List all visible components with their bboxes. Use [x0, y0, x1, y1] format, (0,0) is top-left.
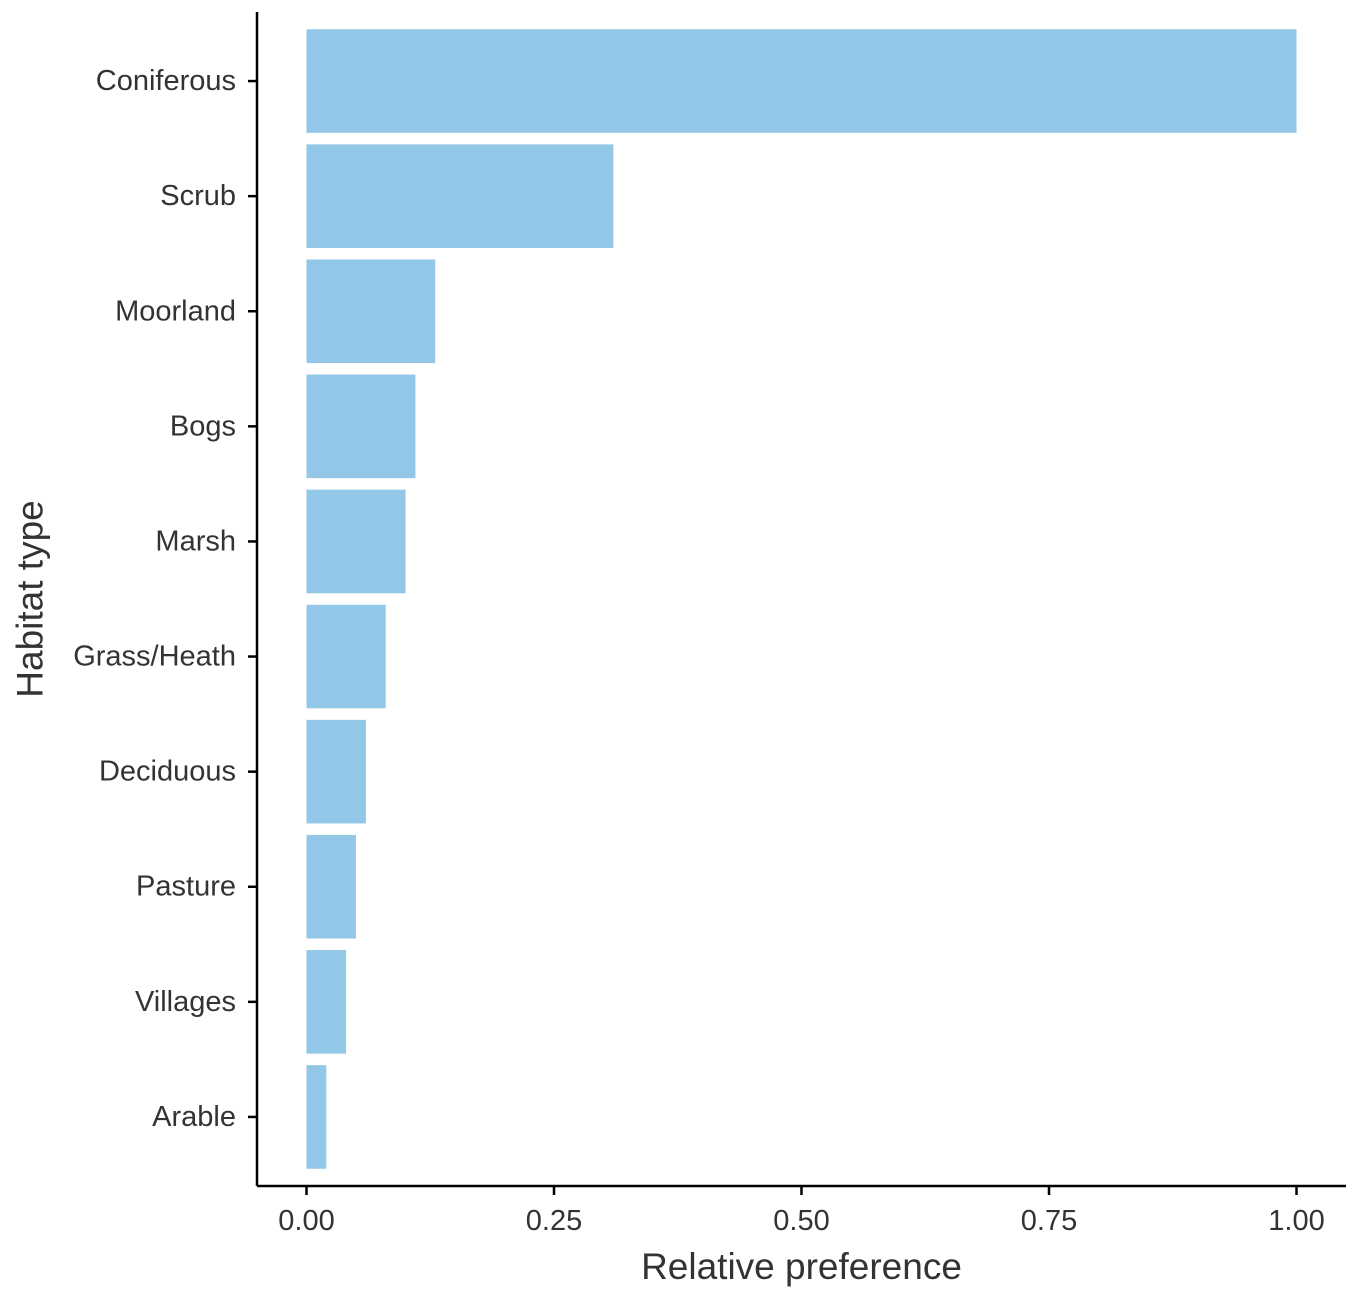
y-tick-label: Villages: [135, 986, 236, 1018]
x-axis: 0.00 0.25 0.50 0.75 1.00: [257, 1184, 1346, 1237]
bar-villages: [306, 950, 347, 1054]
y-tick-label: Bogs: [170, 410, 236, 442]
y-tick-label: Pasture: [136, 871, 236, 903]
x-tick-label: 0.00: [278, 1205, 334, 1237]
x-tick-label: 1.00: [1268, 1205, 1324, 1237]
y-axis: Coniferous Scrub Moorland Bogs Marsh Grass/He…: [73, 12, 259, 1186]
bar-grass-heath: [306, 604, 386, 709]
bar-marsh: [306, 489, 406, 594]
x-tick-label: 0.75: [1021, 1205, 1077, 1237]
y-axis-title: Habitat type: [10, 500, 51, 697]
x-tick-label: 0.50: [773, 1205, 829, 1237]
y-tick-label: Coniferous: [96, 65, 236, 97]
y-tick-label: Moorland: [115, 295, 236, 327]
y-tick-label: Scrub: [160, 180, 236, 212]
y-tick-label: Grass/Heath: [73, 641, 236, 673]
y-tick-label: Deciduous: [99, 756, 236, 788]
y-tick-label: Marsh: [155, 525, 236, 557]
bar-coniferous: [306, 29, 1297, 133]
bar-arable: [306, 1065, 327, 1169]
bar-bogs: [306, 374, 416, 479]
bar-scrub: [306, 144, 614, 248]
bar-pasture: [306, 834, 356, 939]
x-tick-label: 0.25: [526, 1205, 582, 1237]
bar-moorland: [306, 259, 436, 364]
x-axis-title: Relative preference: [641, 1246, 962, 1287]
bars-group: [306, 29, 1297, 1169]
bar-deciduous: [306, 719, 366, 824]
y-tick-label: Arable: [152, 1101, 236, 1133]
